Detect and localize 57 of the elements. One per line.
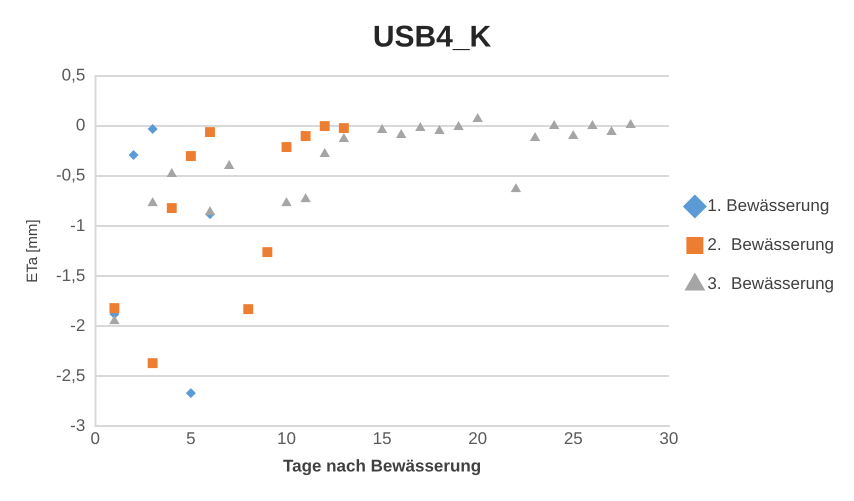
x-tick-label: 20 [468,429,488,448]
y-tick-label: -3 [70,416,86,435]
point [147,197,158,206]
point [320,121,330,131]
chart-title: USB4_K [372,20,492,54]
x-axis-title: Tage nach Bewässerung [283,456,482,476]
point [300,131,311,141]
x-tick-label: 15 [372,429,392,448]
y-tick-label: 0 [76,116,86,135]
point [166,203,177,214]
y-tick-label: -1 [70,216,86,235]
point [243,304,254,314]
point [281,197,292,206]
point [148,358,158,368]
point [338,123,349,133]
x-tick-label: 10 [277,429,296,448]
y-tick-label: 0,5 [62,66,86,85]
point [320,148,330,158]
point [262,247,272,258]
point [568,130,578,140]
x-tick-label: 0 [90,429,100,448]
point [548,120,560,130]
x-tick-label: 30 [659,429,678,448]
point [128,150,139,160]
point [204,206,216,216]
point [606,126,617,136]
point [453,121,464,130]
point [300,193,311,202]
y-tick-label: -2,5 [56,366,86,385]
point [282,142,292,152]
y-tick-label: -1,5 [56,266,86,285]
point [625,119,636,128]
point [186,388,196,398]
legend-label: 3. Bewässerung [707,274,834,294]
legend-label: 2. Bewässerung [707,235,834,254]
point [510,183,522,192]
point [587,120,598,130]
point [376,124,388,134]
y-axis-title: ETa [mm] [24,219,42,283]
x-tick-label: 25 [564,429,583,448]
y-tick-label: -2 [70,316,86,335]
point [530,132,540,142]
point [338,133,350,142]
point [166,168,177,178]
point [396,129,406,138]
point [472,113,483,122]
point [148,124,158,134]
point [186,151,196,161]
point [109,315,120,324]
point [415,122,426,132]
x-tick-label: 5 [186,429,196,448]
point [224,160,234,170]
y-tick-label: -0,5 [56,166,86,185]
legend-label: 1. Bewässerung [707,196,830,216]
point [109,303,120,314]
point [205,127,215,137]
point [434,125,445,134]
